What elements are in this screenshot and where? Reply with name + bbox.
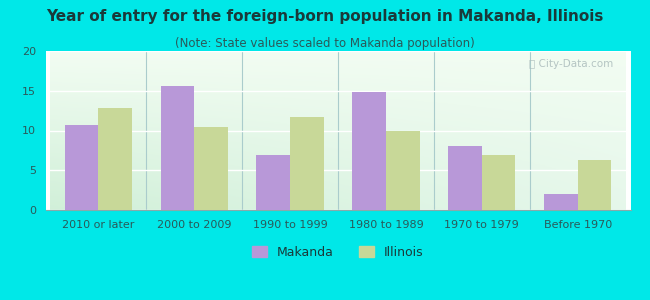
Bar [448,146,482,210]
Bar [194,127,228,210]
Bar [544,194,578,210]
Text: Ⓢ City-Data.com: Ⓢ City-Data.com [528,59,613,69]
Legend: Makanda, Illinois: Makanda, Illinois [247,241,429,264]
Bar [578,160,611,210]
Text: Year of entry for the foreign-born population in Makanda, Illinois: Year of entry for the foreign-born popul… [46,9,604,24]
Bar [65,125,98,210]
Bar [98,108,132,210]
Text: (Note: State values scaled to Makanda population): (Note: State values scaled to Makanda po… [175,38,475,50]
Bar [161,86,194,210]
Bar [482,155,515,210]
Bar [257,155,290,210]
Bar [352,92,386,210]
Bar [386,131,419,210]
Bar [290,117,324,210]
